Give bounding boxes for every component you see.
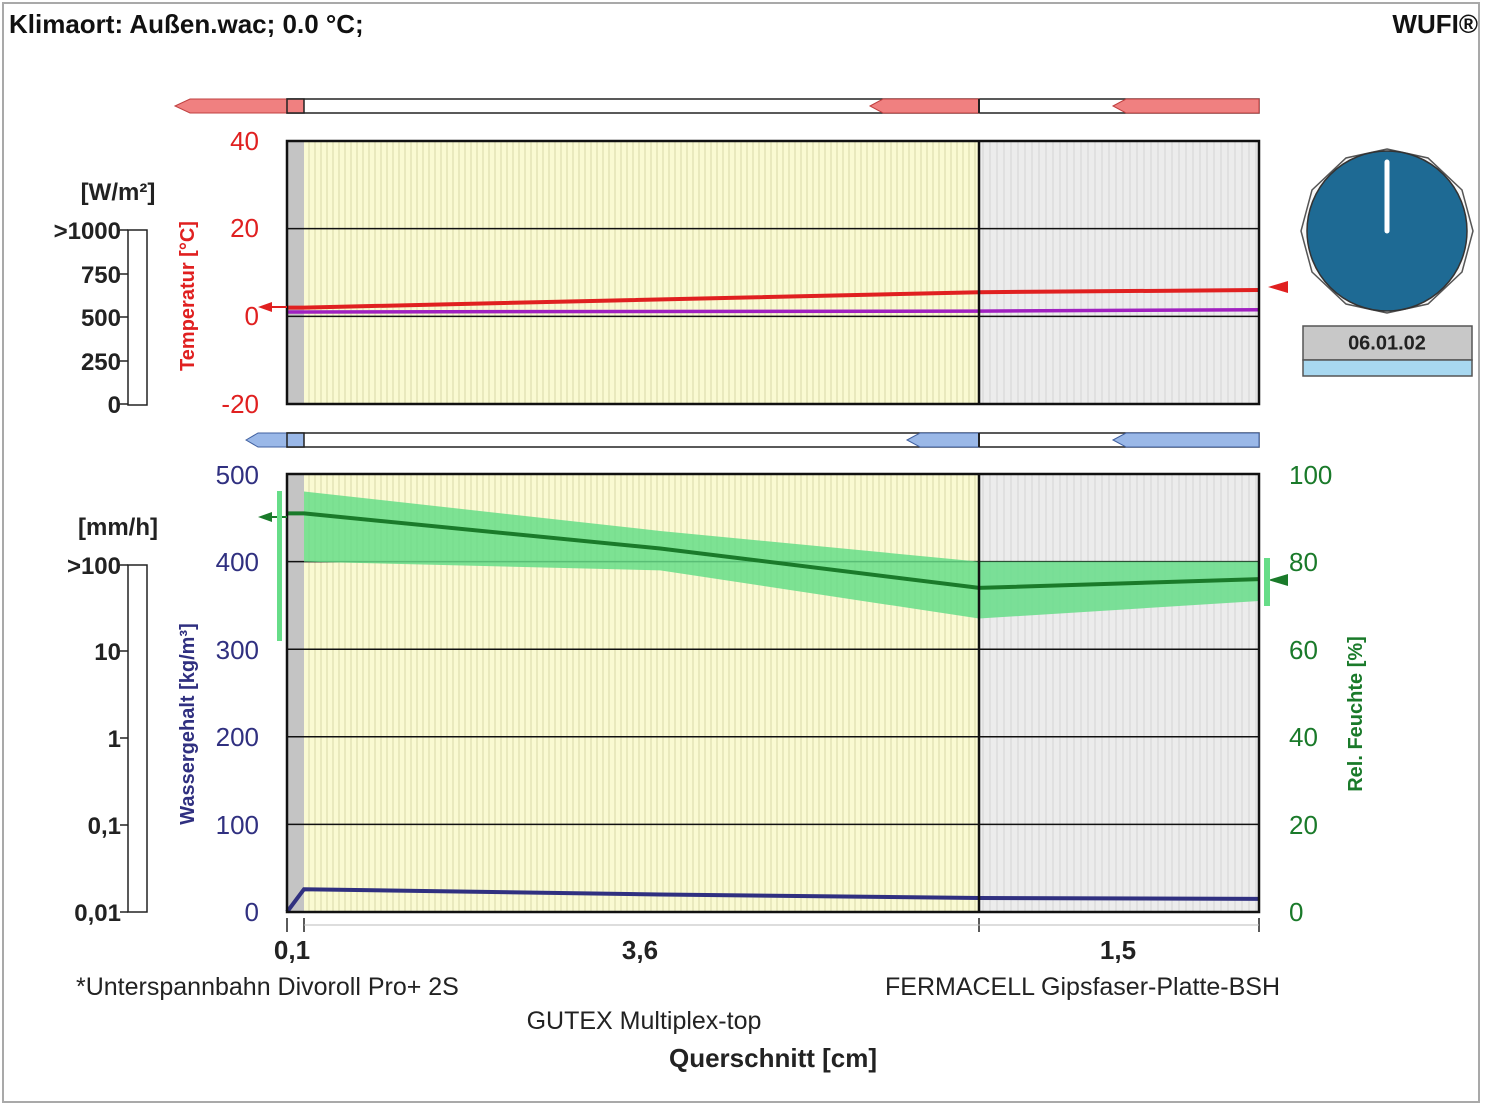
temp-tick: -20 (221, 389, 259, 419)
heat-tick: >1000 (54, 218, 121, 245)
upper-plot-layers (287, 141, 1259, 404)
rain-tick: 0,01 (74, 900, 121, 927)
heat-tick: 500 (81, 305, 121, 332)
rain-tick: 10 (94, 639, 121, 666)
inside-temp-marker (1268, 281, 1288, 293)
layer-thickness: 3,6 (622, 935, 658, 965)
rh-tick: 60 (1289, 635, 1318, 665)
rain-tick: >100 (67, 553, 121, 580)
heat-tick: 0 (108, 392, 121, 419)
date-box (1302, 325, 1473, 361)
moisture-boundary-strip (245, 432, 1260, 448)
rh-tick: 100 (1289, 460, 1332, 490)
water-tick: 0 (245, 897, 259, 927)
layer-name: FERMACELL Gipsfaser-Platte-BSH (885, 973, 1280, 1001)
x-axis-label: Querschnitt [cm] (669, 1043, 877, 1073)
water-content-axis-label: Wassergehalt [kg/m³] (177, 623, 199, 825)
outside-rh-marker (258, 512, 272, 522)
water-tick: 400 (216, 547, 259, 577)
inside-rh-marker (1268, 574, 1288, 586)
rh-tick: 20 (1289, 810, 1318, 840)
temperature-line (287, 288, 1260, 310)
relative-humidity-line (287, 511, 1260, 590)
heat-tick: 250 (81, 349, 121, 376)
upper-gridlines (287, 227, 1259, 318)
clock-dial (1300, 148, 1474, 314)
inside-rh-range (1264, 558, 1270, 606)
temperature-axis-label: Temperatur [°C] (177, 221, 199, 371)
layer-name: *Unterspannbahn Divoroll Pro+ 2S (76, 973, 459, 1001)
climate-title: Klimaort: Außen.wac; 0.0 °C; (9, 9, 364, 39)
progress-box (1302, 359, 1473, 377)
heat-flux-unit: [W/m²] (81, 179, 156, 206)
relative-humidity-axis-label: Rel. Feuchte [%] (1345, 636, 1367, 792)
rain-scale (120, 564, 148, 913)
lower-plot-border (285, 472, 1261, 914)
simulation-date: 06.01.02 (1348, 332, 1426, 354)
heat-tick: 750 (81, 262, 121, 289)
outside-temp-marker (258, 302, 272, 312)
dewpoint-line (287, 308, 1260, 314)
temp-tick: 40 (230, 126, 259, 156)
outside-rh-range (277, 491, 282, 641)
heat-flux-scale (120, 229, 148, 406)
rain-tick: 0,1 (88, 813, 121, 840)
water-tick: 200 (216, 722, 259, 752)
rain-unit: [mm/h] (78, 514, 158, 541)
rh-tick: 0 (1289, 897, 1303, 927)
upper-plot-border (285, 139, 1261, 406)
brand-label: WUFI® (1392, 9, 1478, 39)
temp-tick: 0 (245, 301, 259, 331)
water-content-line (285, 887, 1260, 914)
layer-thickness: 1,5 (1100, 935, 1136, 965)
temperature-boundary-strip (173, 98, 1260, 114)
rh-tick: 80 (1289, 547, 1318, 577)
layer-dimension-ticks (286, 918, 1260, 932)
water-tick: 300 (216, 635, 259, 665)
layer-thickness: 0,1 (274, 935, 310, 965)
rain-tick: 1 (108, 726, 121, 753)
water-tick: 100 (216, 810, 259, 840)
temp-tick: 20 (230, 213, 259, 243)
water-tick: 500 (216, 460, 259, 490)
layer-name: GUTEX Multiplex-top (527, 1007, 762, 1035)
rh-tick: 40 (1289, 722, 1318, 752)
